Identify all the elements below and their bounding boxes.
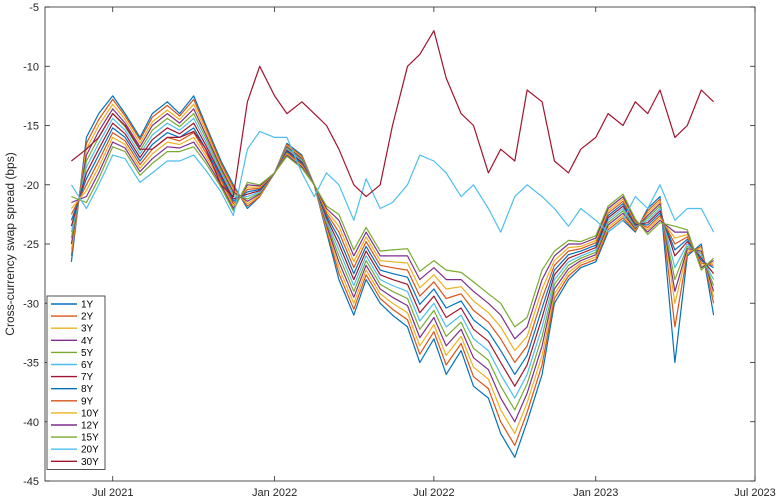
y-tick-label: -45 xyxy=(23,476,39,488)
y-axis-label: Cross-currency swap spread (bps) xyxy=(3,152,17,335)
series-line-3Y xyxy=(70,103,715,435)
x-tick-label: Jan 2023 xyxy=(573,487,618,499)
x-tick-label: Jul 2021 xyxy=(92,487,134,499)
y-tick-label: -10 xyxy=(23,61,39,73)
series-line-15Y xyxy=(71,146,715,328)
y-tick-label: -25 xyxy=(23,239,39,251)
series-line-1Y xyxy=(70,95,715,458)
series-line-10Y xyxy=(70,136,714,352)
series-line-20Y xyxy=(70,130,715,233)
y-tick-label: -20 xyxy=(23,180,39,192)
series-line-6Y xyxy=(70,117,715,399)
x-tick-label: Jul 2022 xyxy=(413,487,455,499)
series-line-12Y xyxy=(71,141,714,340)
series-line-4Y xyxy=(70,108,715,423)
x-tick-label: Jul 2023 xyxy=(734,487,776,499)
y-axis-ticks: -45 -40 -35 -30 -25 -20 -15 -10 -5 xyxy=(23,2,755,488)
series-lines xyxy=(70,30,715,458)
legend-label-5Y: 5Y xyxy=(81,348,94,359)
legend-label-15Y: 15Y xyxy=(81,433,99,444)
legend-label-3Y: 3Y xyxy=(81,324,94,335)
legend-label-2Y: 2Y xyxy=(81,312,94,323)
series-line-7Y xyxy=(70,122,715,387)
x-axis-ticks: Jul 2021 Jan 2022 Jul 2022 Jan 2023 Jul 2023 xyxy=(92,7,776,499)
legend-label-30Y: 30Y xyxy=(81,457,99,468)
y-tick-label: -30 xyxy=(23,298,39,310)
legend-label-20Y: 20Y xyxy=(81,445,99,456)
x-tick-label: Jan 2022 xyxy=(252,487,297,499)
legend-label-8Y: 8Y xyxy=(81,384,94,395)
y-tick-label: -40 xyxy=(23,417,39,429)
plot-area-frame xyxy=(44,6,756,482)
legend-label-10Y: 10Y xyxy=(81,408,99,419)
series-line-5Y xyxy=(70,112,715,411)
y-tick-label: -35 xyxy=(23,358,39,370)
series-line-9Y xyxy=(70,132,714,364)
series-line-2Y xyxy=(70,98,715,446)
legend-box xyxy=(46,295,106,470)
legend-label-4Y: 4Y xyxy=(81,336,94,347)
y-tick-label: -15 xyxy=(23,121,39,133)
y-tick-label: -5 xyxy=(29,2,39,14)
series-line-8Y xyxy=(70,127,714,375)
legend-label-1Y: 1Y xyxy=(81,300,94,311)
legend-label-12Y: 12Y xyxy=(81,421,99,432)
series-line-30Y xyxy=(71,30,715,198)
legend-label-6Y: 6Y xyxy=(81,360,94,371)
legend-label-9Y: 9Y xyxy=(81,396,94,407)
legend-label-7Y: 7Y xyxy=(81,372,94,383)
